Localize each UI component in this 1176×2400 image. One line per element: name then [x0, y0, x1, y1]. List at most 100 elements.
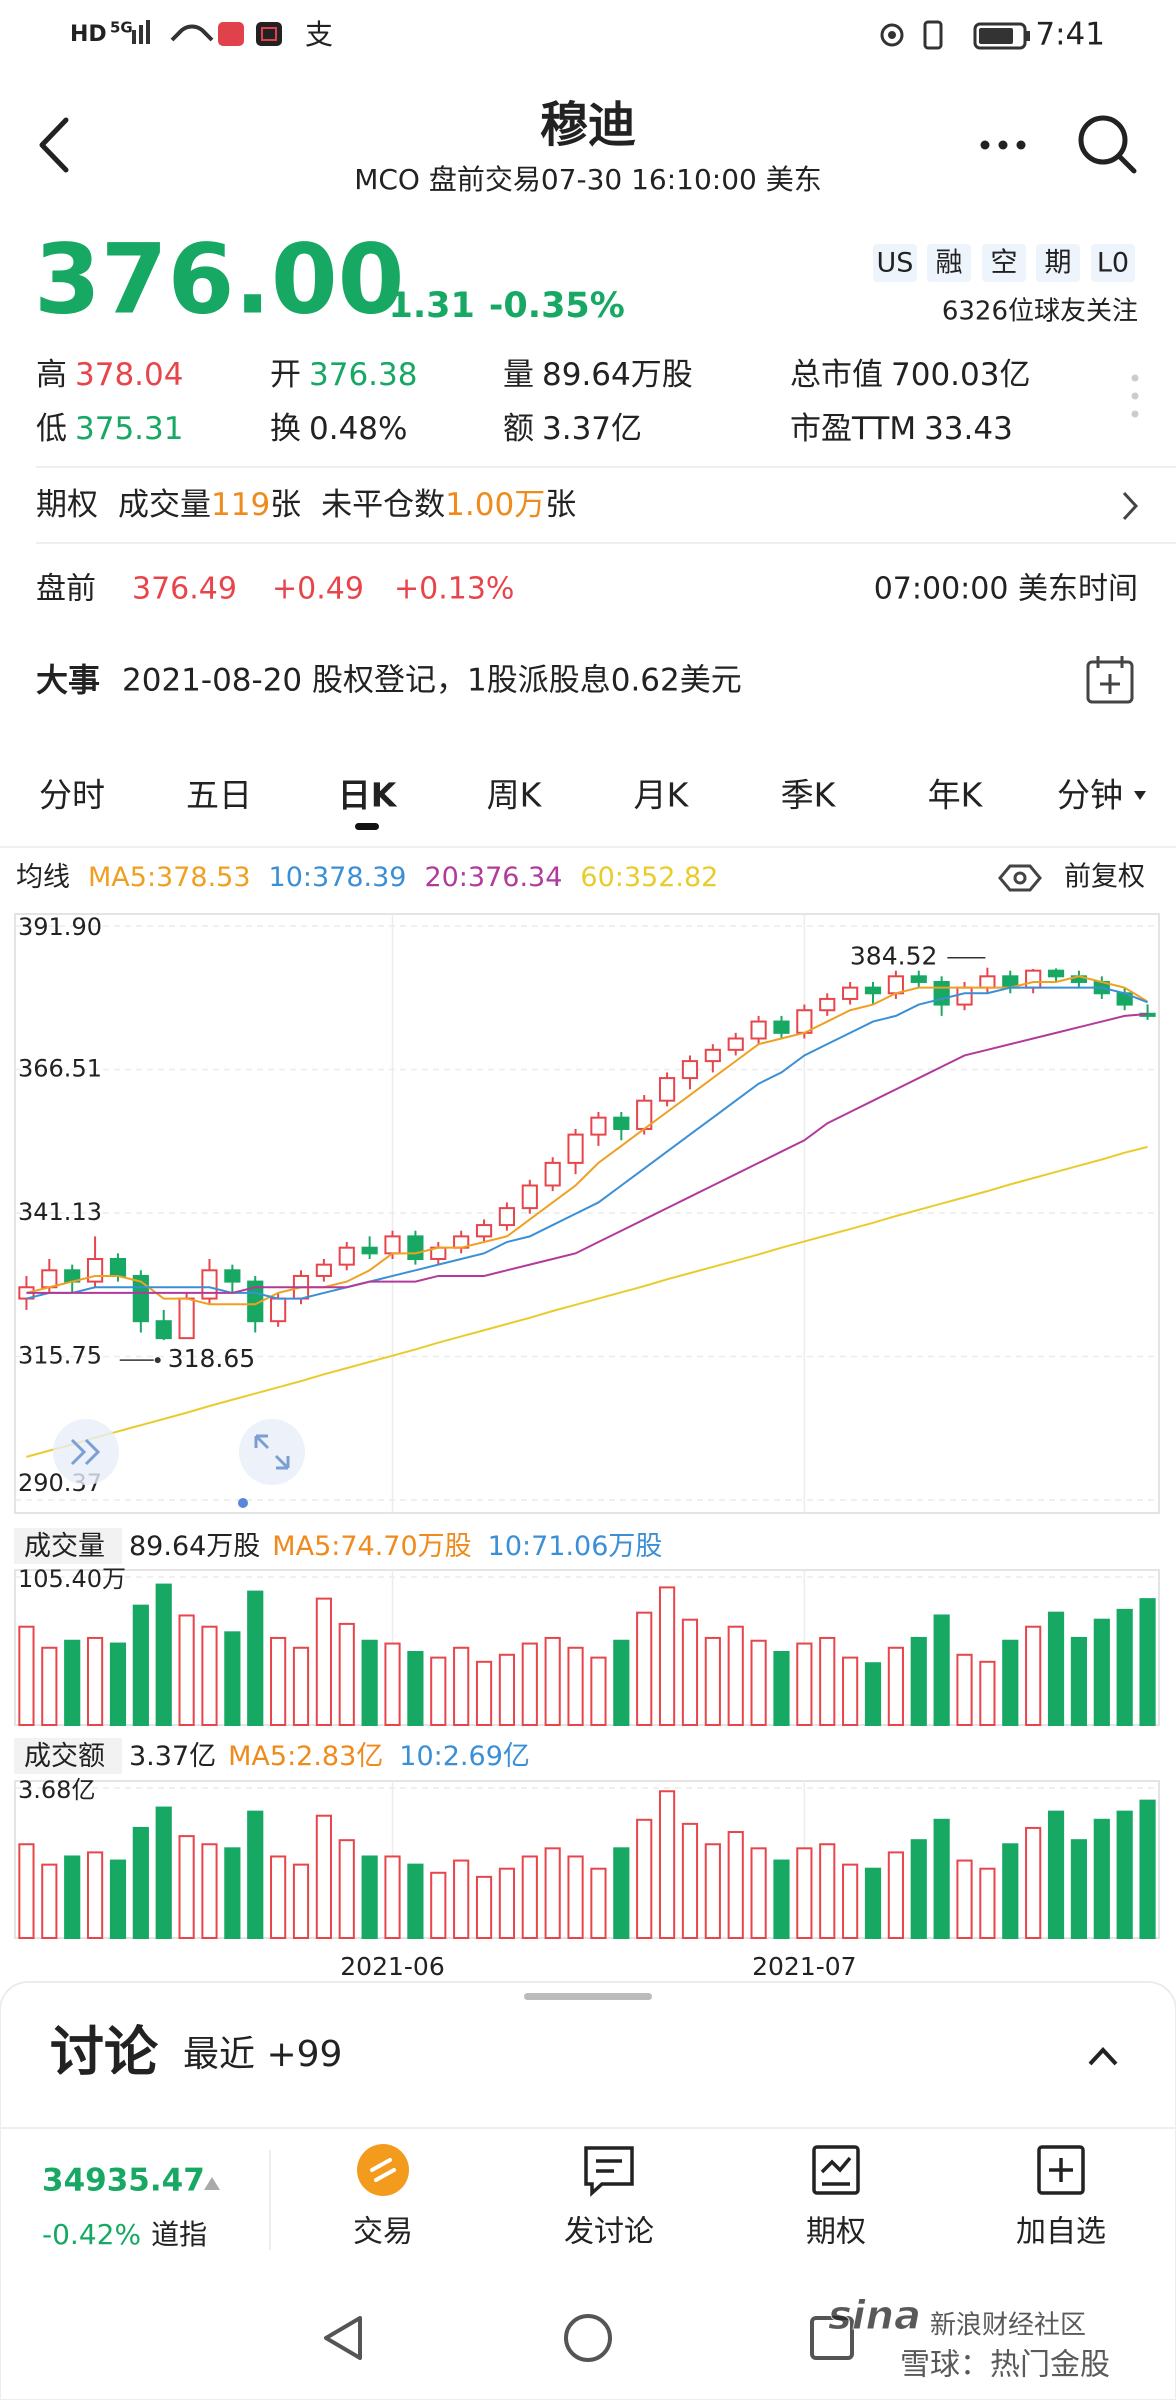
candle-body — [681, 1060, 699, 1080]
badge-bg — [927, 244, 971, 282]
volume-bar — [819, 1636, 836, 1726]
volume-bar — [887, 1646, 904, 1726]
amount-bar — [521, 1855, 538, 1940]
amount-bar — [86, 1851, 104, 1940]
volume-bar — [109, 1642, 127, 1726]
nav-recent[interactable] — [810, 2316, 854, 2360]
candle-body — [590, 1116, 607, 1136]
amount-bar — [498, 1867, 516, 1940]
amount-bar — [41, 1863, 58, 1940]
status-icons: ⽀ — [132, 18, 1030, 51]
volume-bar — [1002, 1639, 1019, 1726]
amount-ma10: 10:2.69亿 — [399, 1741, 530, 1772]
tab[interactable]: 季K — [781, 776, 837, 815]
amount-bar — [636, 1818, 653, 1939]
amount-header: 成交额 3.37亿 MA5:2.83亿 10:2.69亿 — [24, 1741, 530, 1772]
volume-bar — [453, 1646, 470, 1726]
tab[interactable]: 日K — [338, 776, 398, 815]
amount-bar — [613, 1847, 630, 1939]
discussion-title: 讨论 — [50, 2021, 159, 2084]
nav-back[interactable] — [324, 2316, 362, 2360]
more-button[interactable] — [980, 140, 1026, 150]
search-button[interactable] — [1078, 115, 1137, 174]
amount-bar — [956, 1859, 973, 1939]
amount-bar — [819, 1843, 836, 1939]
nav-home[interactable] — [564, 2314, 612, 2362]
index-arrow — [204, 2177, 220, 2190]
ma-legend: 均线 MA5:378.53 10:378.39 20:376.34 60:352.82 — [16, 862, 718, 893]
volume-bar — [132, 1604, 149, 1726]
volume-bar — [270, 1636, 287, 1726]
options-volume-unit: 张 — [270, 487, 301, 523]
action-button[interactable]: 发讨论 — [564, 2215, 654, 2250]
badge: 融 — [936, 248, 963, 279]
watermark-logo: sina — [828, 2293, 921, 2339]
volume-bar — [224, 1631, 241, 1726]
tab[interactable]: 年K — [928, 776, 984, 815]
volume-bar — [773, 1650, 790, 1726]
options-oi: 1.00万 — [445, 487, 545, 523]
candle-body — [567, 1133, 584, 1164]
tab[interactable]: 五日 — [186, 776, 252, 815]
amount-bar — [292, 1863, 310, 1940]
tab[interactable]: 月K — [634, 776, 690, 815]
volume-bar — [178, 1614, 195, 1726]
amount-bar — [1116, 1810, 1133, 1940]
legend-entry: 20:376.34 — [424, 862, 562, 893]
action-button[interactable]: 加自选 — [1016, 2215, 1106, 2250]
chart-overlay-buttons[interactable] — [53, 1419, 305, 1508]
stats-more[interactable] — [1131, 374, 1139, 418]
back-button[interactable] — [39, 117, 69, 173]
stat-label: 总市值 — [790, 357, 883, 393]
volume-header: 成交量 89.64万股 MA5:74.70万股 10:71.06万股 — [24, 1531, 662, 1562]
ma-line — [26, 986, 1148, 1300]
tab[interactable]: 分钟 — [1057, 776, 1123, 815]
candle-body — [750, 1020, 767, 1040]
stat-label: 高 — [36, 357, 67, 393]
y-tick-label: 3.68亿 — [18, 1776, 95, 1804]
sheet-collapse[interactable] — [1088, 2047, 1118, 2066]
index-change: -0.42% — [42, 2218, 141, 2251]
badge-bg — [982, 244, 1026, 282]
index-value[interactable]: 34935.47 — [42, 2163, 205, 2199]
amount-bar — [842, 1863, 859, 1940]
candle-body — [842, 986, 859, 1000]
action-button[interactable]: 交易 — [353, 2215, 413, 2250]
stat-label: 低 — [36, 411, 67, 447]
amount-bar — [773, 1859, 790, 1939]
badge-bg — [1091, 244, 1135, 282]
action-button[interactable]: 期权 — [806, 2215, 866, 2250]
premarket-pct: +0.13% — [394, 572, 514, 607]
options-label: 期权 — [36, 487, 98, 523]
volume-bar — [613, 1639, 630, 1726]
volume-bar — [1070, 1636, 1088, 1726]
calendar-button[interactable] — [1086, 656, 1134, 704]
volume-bar — [544, 1636, 561, 1726]
legend-entry: MA5:378.53 — [88, 862, 251, 893]
amount-bar — [178, 1835, 195, 1939]
volume-bar — [64, 1639, 81, 1726]
volume-bar — [1047, 1611, 1065, 1726]
tab[interactable]: 周K — [487, 776, 543, 815]
index-line[interactable]: -0.42% 道指 — [42, 2218, 207, 2251]
ma-line — [26, 1012, 1148, 1294]
candle-body — [819, 997, 836, 1012]
ma-title: 均线 — [16, 862, 70, 893]
sheet-handle[interactable] — [524, 1993, 652, 2000]
amount-bar — [567, 1855, 584, 1940]
stat: 量 89.64万股 — [503, 357, 693, 393]
change-pct: -0.35% — [489, 286, 625, 326]
amount-bar — [864, 1867, 882, 1940]
amount-bar — [430, 1871, 447, 1939]
volume-bar — [956, 1653, 973, 1726]
adjust-mode[interactable]: 前复权 — [1064, 862, 1145, 893]
tab[interactable]: 分时 — [39, 776, 105, 815]
amount-bar — [224, 1847, 241, 1939]
amount-bar — [475, 1875, 493, 1939]
volume-bar — [979, 1660, 996, 1726]
stat-label: 开 — [270, 357, 301, 393]
options-row[interactable]: 期权 成交量119张 未平仓数1.00万张 — [36, 487, 576, 523]
amount-bar — [750, 1847, 767, 1939]
legend-entry: 10:378.39 — [269, 862, 407, 893]
